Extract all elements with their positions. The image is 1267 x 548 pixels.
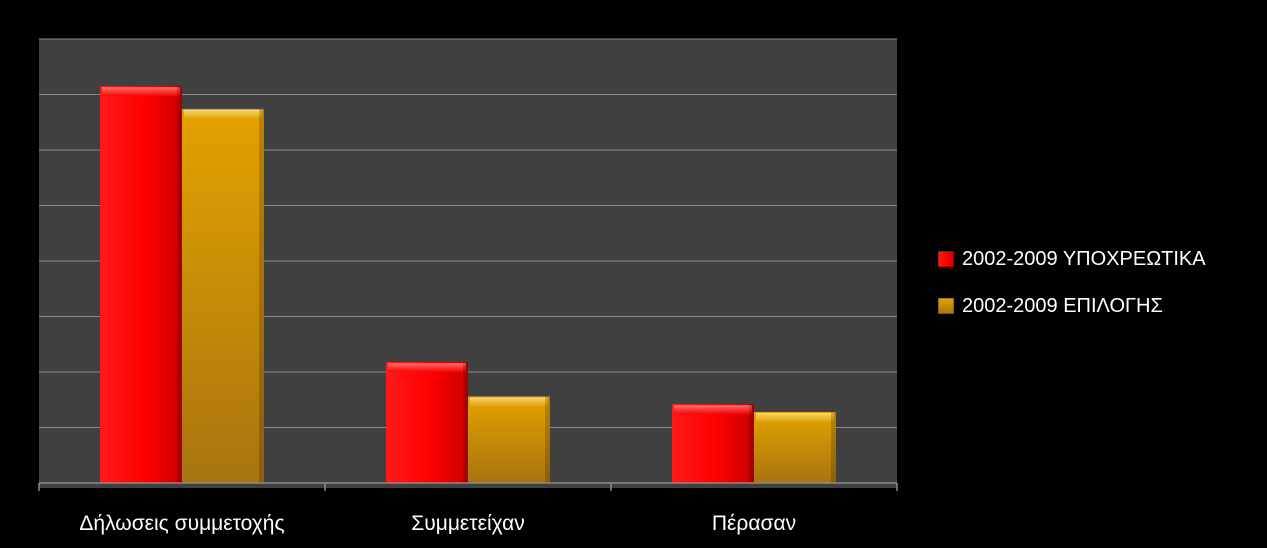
bars	[100, 86, 836, 484]
bar-highlight	[102, 87, 180, 97]
bar-shade	[545, 396, 550, 483]
x-tick-label: Συμμετείχαν	[411, 512, 524, 535]
legend-swatch	[937, 297, 955, 315]
bar-highlight	[674, 405, 752, 415]
bar-highlight	[184, 109, 262, 119]
bar-highlight	[388, 363, 466, 373]
bar-shade	[463, 362, 468, 483]
x-tick-label: Δήλωσεις συμμετοχής	[79, 512, 284, 535]
legend-swatch	[937, 250, 955, 268]
x-axis: Δήλωσεις συμμετοχής Συμμετείχαν Πέρασαν	[38, 482, 898, 535]
legend: 2002-2009 ΥΠΟΧΡΕΩΤΙΚΑ 2002-2009 ΕΠΙΛΟΓΗΣ	[937, 248, 1206, 317]
bar	[386, 362, 468, 483]
bar	[754, 411, 836, 483]
bar	[100, 86, 182, 484]
bar	[182, 108, 264, 484]
bar-shade	[831, 411, 836, 483]
bar	[672, 404, 754, 483]
bar	[468, 396, 550, 483]
bar-highlight	[756, 412, 834, 422]
bar-shade	[177, 86, 182, 484]
legend-label: 2002-2009 ΥΠΟΧΡΕΩΤΙΚΑ	[962, 248, 1206, 270]
x-tick-label: Πέρασαν	[712, 512, 796, 535]
bar-highlight	[470, 397, 548, 407]
legend-label: 2002-2009 ΕΠΙΛΟΓΗΣ	[962, 295, 1163, 317]
bar-shade	[259, 108, 264, 484]
bar-shade	[749, 404, 754, 483]
